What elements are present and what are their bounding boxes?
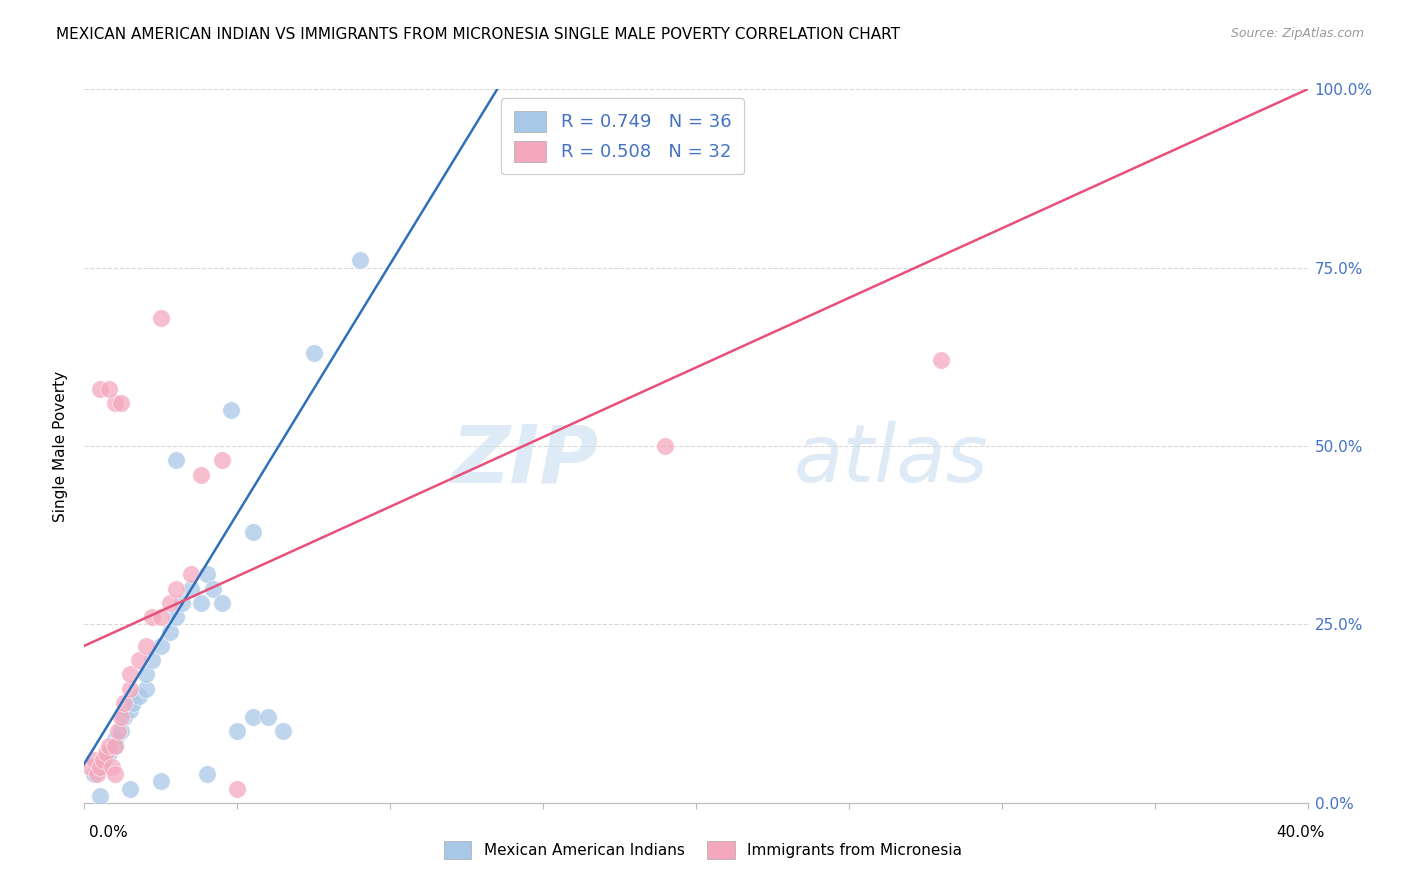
Legend: Mexican American Indians, Immigrants from Micronesia: Mexican American Indians, Immigrants fro… [436,834,970,866]
Point [242,524,264,539]
Point [201,582,224,596]
Point [83,753,105,767]
Point [120,667,142,681]
Point [180,567,202,582]
Point [135,639,157,653]
Point [120,681,142,696]
Point [195,767,218,781]
Point [159,624,181,639]
Point [79,760,101,774]
Point [110,396,132,410]
Point [86,767,108,781]
Point [97,739,120,753]
Point [101,760,124,774]
Point [190,596,212,610]
Point [97,746,120,760]
Point [165,582,187,596]
Text: Source: ZipAtlas.com: Source: ZipAtlas.com [1230,27,1364,40]
Point [302,346,325,360]
Point [110,710,132,724]
Point [104,731,127,746]
Point [107,724,129,739]
Point [89,760,111,774]
Point [104,739,127,753]
Point [929,353,952,368]
Point [190,467,212,482]
Text: 0.0%: 0.0% [89,825,128,840]
Point [135,667,157,681]
Point [149,639,172,653]
Point [271,724,294,739]
Point [159,596,181,610]
Text: MEXICAN AMERICAN INDIAN VS IMMIGRANTS FROM MICRONESIA SINGLE MALE POVERTY CORREL: MEXICAN AMERICAN INDIAN VS IMMIGRANTS FR… [56,27,900,42]
Point [211,453,233,467]
Point [120,703,142,717]
Text: ZIP: ZIP [451,421,598,500]
Point [180,582,202,596]
Point [104,739,127,753]
Point [165,610,187,624]
Text: 40.0%: 40.0% [1277,825,1324,840]
Point [149,310,172,325]
Point [128,689,150,703]
Point [211,596,233,610]
Point [195,567,218,582]
Point [89,789,111,803]
Point [94,746,117,760]
Point [242,710,264,724]
Point [226,781,249,796]
Point [120,781,142,796]
Point [165,453,187,467]
Point [349,253,371,268]
Point [89,760,111,774]
Point [135,681,157,696]
Point [104,396,127,410]
Point [122,696,145,710]
Point [83,767,105,781]
Point [219,403,242,417]
Text: atlas: atlas [794,421,988,500]
Point [141,610,163,624]
Legend: R = 0.749   N = 36, R = 0.508   N = 32: R = 0.749 N = 36, R = 0.508 N = 32 [501,98,744,174]
Point [149,774,172,789]
Point [89,382,111,396]
Point [91,753,114,767]
Point [97,382,120,396]
Point [91,753,114,767]
Point [110,724,132,739]
Point [104,767,127,781]
Point [112,710,135,724]
Point [128,653,150,667]
Point [112,696,135,710]
Point [149,610,172,624]
Point [257,710,280,724]
Point [172,596,194,610]
Y-axis label: Single Male Poverty: Single Male Poverty [53,370,69,522]
Point [141,653,163,667]
Point [654,439,676,453]
Point [226,724,249,739]
